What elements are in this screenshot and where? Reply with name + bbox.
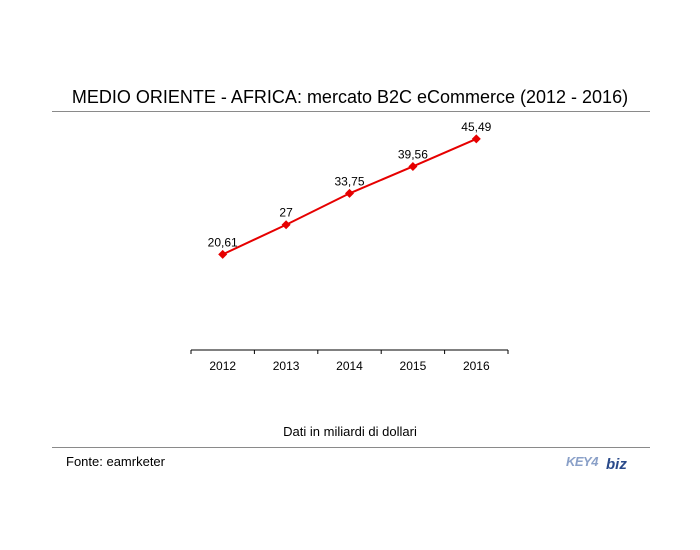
logo-key-text: KEY4	[566, 454, 599, 469]
data-point-marker	[281, 220, 291, 230]
data-markers	[218, 134, 481, 259]
data-label: 20,61	[208, 235, 238, 249]
chart-title: MEDIO ORIENTE - AFRICA: mercato B2C eCom…	[71, 87, 629, 107]
x-tick-label: 2015	[400, 359, 427, 373]
data-point-marker	[471, 134, 481, 144]
data-point-marker	[218, 249, 228, 259]
footer-divider	[52, 447, 650, 448]
data-point-marker	[345, 188, 354, 198]
x-tick-label: 2014	[336, 359, 363, 373]
data-label: 27	[279, 206, 293, 220]
data-label: 39,56	[398, 147, 428, 161]
x-axis-tick-labels: 2012 2013 2014 2015 2016	[209, 359, 490, 373]
data-point-marker	[408, 161, 418, 171]
x-axis-ticks	[190, 350, 509, 354]
x-tick-label: 2012	[209, 359, 236, 373]
data-label: 45,49	[461, 120, 491, 134]
logo-biz-text: biz	[606, 456, 627, 473]
title-divider	[52, 111, 650, 112]
units-note: Dati in miliardi di dollari	[283, 424, 417, 439]
data-label: 33,75	[334, 174, 364, 188]
x-tick-label: 2016	[463, 359, 490, 373]
x-tick-label: 2013	[273, 359, 300, 373]
key4biz-logo: KEY4 biz	[566, 454, 627, 473]
source-text: Fonte: eamrketer	[66, 454, 165, 469]
data-labels: 20,61 27 33,75 39,56 45,49	[208, 120, 492, 249]
